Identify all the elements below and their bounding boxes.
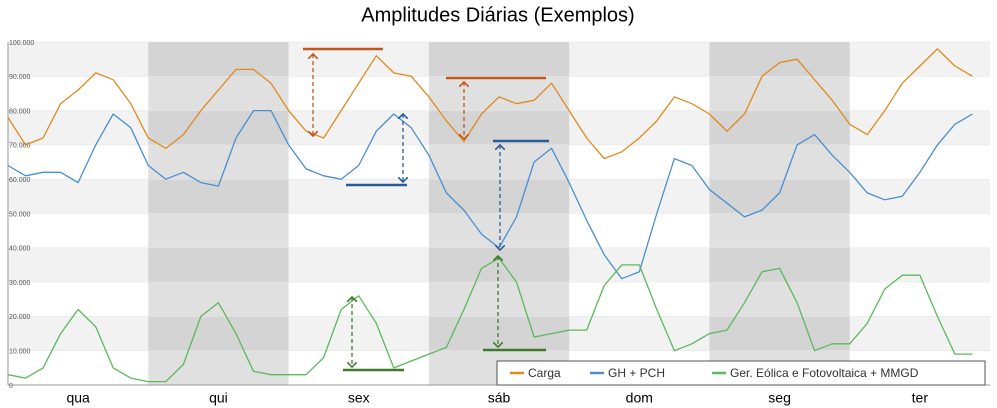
series-line (7, 109, 973, 280)
series-line (7, 257, 973, 383)
y-tick-label: 10.000 (9, 349, 31, 356)
series-lines (7, 48, 973, 383)
y-tick-label: 80.000 (9, 108, 31, 115)
chart-title: Amplitudes Diárias (Exemplos) (361, 4, 634, 26)
legend-box (496, 360, 986, 386)
annotations (303, 47, 549, 372)
x-tick-label: seg (768, 390, 791, 406)
legend-label: Carga (528, 366, 561, 380)
background: 0 10.000 20.000 30.000 40.000 50.000 60.000 70.… (7, 40, 990, 406)
x-tick-label: sáb (488, 390, 511, 406)
legend: Carga GH + PCH Ger. Eólica e Fotovoltaica … (496, 360, 986, 386)
legend-label: GH + PCH (608, 366, 665, 380)
y-tick-label: 0 (9, 383, 13, 390)
y-tick-label: 100.000 (9, 40, 34, 47)
x-tick-label: ter (912, 390, 929, 406)
x-tick-label: dom (626, 390, 653, 406)
y-tick-label: 70.000 (9, 143, 31, 150)
y-tick-label: 20.000 (9, 314, 31, 321)
x-tick-label: sex (348, 390, 370, 406)
y-tick-label: 50.000 (9, 211, 31, 218)
x-tick-label: qui (209, 390, 228, 406)
series-line (7, 48, 973, 160)
y-tick-label: 30.000 (9, 280, 31, 287)
legend-label: Ger. Eólica e Fotovoltaica + MMGD (730, 366, 919, 380)
x-tick-label: qua (66, 390, 90, 406)
grid-band (8, 110, 990, 145)
y-tick-label: 40.000 (9, 246, 31, 253)
y-tick-label: 60.000 (9, 177, 31, 184)
grid-band (8, 42, 990, 77)
y-tick-label: 90.000 (9, 74, 31, 81)
